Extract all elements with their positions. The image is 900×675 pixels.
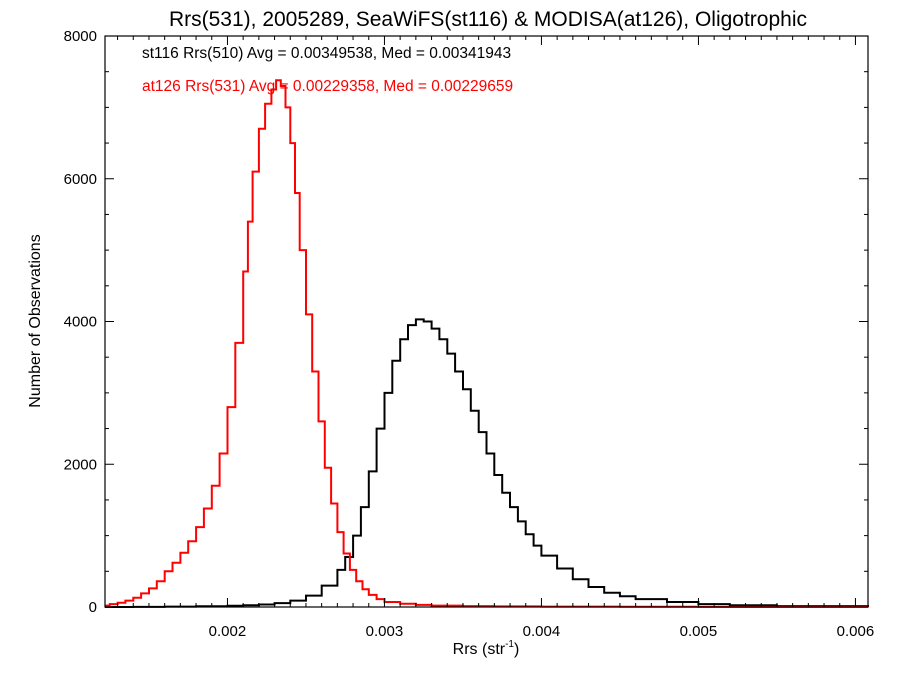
x-tick-label: 0.006	[837, 623, 875, 640]
x-axis-label-close: )	[514, 641, 519, 658]
x-axis-label-superscript: -1	[505, 639, 514, 650]
annotation-at126: at126 Rrs(531) Avg = 0.00229358, Med = 0…	[142, 78, 513, 95]
x-tick-label: 0.004	[523, 623, 561, 640]
series-st116-line	[105, 318, 869, 608]
y-axis-label: Number of Observations	[27, 234, 44, 407]
y-tick-label: 4000	[64, 314, 97, 331]
x-tick-label: 0.005	[680, 623, 718, 640]
x-axis-label: Rrs (str-1)	[453, 639, 520, 658]
annotation-st116: st116 Rrs(510) Avg = 0.00349538, Med = 0…	[142, 45, 511, 62]
y-tick-label: 2000	[64, 456, 97, 473]
x-tick-label: 0.002	[209, 623, 247, 640]
ticks-layer: 0.002 0.003 0.004 0.005 0.006 0 2000 4000 6000 80…	[64, 28, 875, 640]
y-tick-label: 8000	[64, 28, 97, 45]
chart-title: Rrs(531), 2005289, SeaWiFS(st116) & MODI…	[169, 8, 807, 31]
x-axis-label-main: Rrs (str	[453, 641, 506, 658]
x-tick-label: 0.003	[366, 623, 404, 640]
y-tick-label: 0	[89, 599, 97, 616]
y-tick-label: 6000	[64, 171, 97, 188]
